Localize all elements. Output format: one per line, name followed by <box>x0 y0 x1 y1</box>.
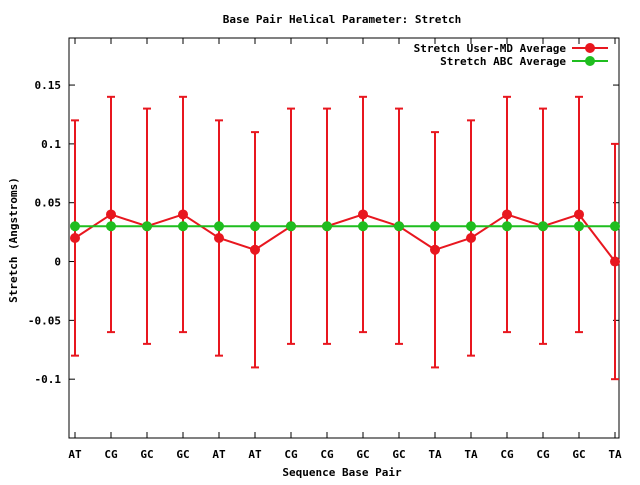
data-point <box>70 221 80 232</box>
y-axis: 0.15 0.1 0.05 0 -0.05 -0.1 <box>28 79 619 386</box>
y-tick-label: -0.05 <box>28 314 61 327</box>
x-tick-label: GC <box>356 448 369 461</box>
data-point <box>322 221 332 232</box>
chart-title: Base Pair Helical Parameter: Stretch <box>223 13 461 26</box>
legend-swatch-marker <box>585 43 595 53</box>
x-tick-label: AT <box>212 448 226 461</box>
x-tick-label: CG <box>500 448 514 461</box>
data-point <box>142 221 152 232</box>
x-tick-label: CG <box>284 448 298 461</box>
x-tick-label: GC <box>572 448 585 461</box>
data-point <box>394 221 404 232</box>
data-point <box>502 209 512 220</box>
data-point <box>430 221 440 232</box>
data-point <box>466 221 476 232</box>
series-0 <box>70 95 620 381</box>
y-tick-label: 0.15 <box>35 79 62 92</box>
x-tick-label: GC <box>140 448 153 461</box>
series-line <box>74 213 616 263</box>
data-point <box>214 233 224 243</box>
data-point <box>106 221 116 232</box>
x-axis: AT CG GC GC AT AT CG CG GC GC TA TA CG CG GC TA <box>68 38 622 461</box>
x-axis-label: Sequence Base Pair <box>282 466 402 479</box>
y-tick-label: -0.1 <box>35 373 62 386</box>
x-tick-label: CG <box>104 448 118 461</box>
x-tick-label: AT <box>68 448 82 461</box>
x-tick-label: TA <box>428 448 442 461</box>
data-point <box>610 221 620 232</box>
legend-swatch-marker <box>585 56 595 66</box>
x-tick-label: GC <box>176 448 189 461</box>
data-point <box>178 209 188 220</box>
x-tick-label: CG <box>536 448 550 461</box>
data-point <box>178 221 188 232</box>
y-tick-label: 0.05 <box>35 197 62 210</box>
x-tick-label: TA <box>464 448 478 461</box>
y-tick-label: 0.1 <box>41 138 61 151</box>
series-1 <box>70 221 620 232</box>
data-point <box>250 244 260 255</box>
series-layer <box>70 95 620 381</box>
x-tick-label: AT <box>248 448 262 461</box>
plot-frame <box>68 37 620 439</box>
y-tick-label: 0 <box>54 256 61 269</box>
legend-label: Stretch User-MD Average <box>414 42 567 55</box>
data-point <box>286 221 296 232</box>
data-point <box>358 209 368 220</box>
data-point <box>358 221 368 232</box>
data-point <box>574 221 584 232</box>
data-point <box>214 221 224 232</box>
data-point <box>502 221 512 232</box>
data-point <box>106 209 116 220</box>
data-point <box>466 233 476 243</box>
data-point <box>610 256 620 267</box>
x-tick-label: GC <box>392 448 405 461</box>
data-point <box>250 221 260 232</box>
x-tick-label: TA <box>608 448 622 461</box>
data-point <box>70 233 80 243</box>
data-point <box>574 209 584 220</box>
data-point <box>430 244 440 255</box>
legend-label: Stretch ABC Average <box>440 55 566 68</box>
y-axis-label: Stretch (Angstroms) <box>7 177 20 303</box>
data-point <box>538 221 548 232</box>
x-tick-label: CG <box>320 448 334 461</box>
